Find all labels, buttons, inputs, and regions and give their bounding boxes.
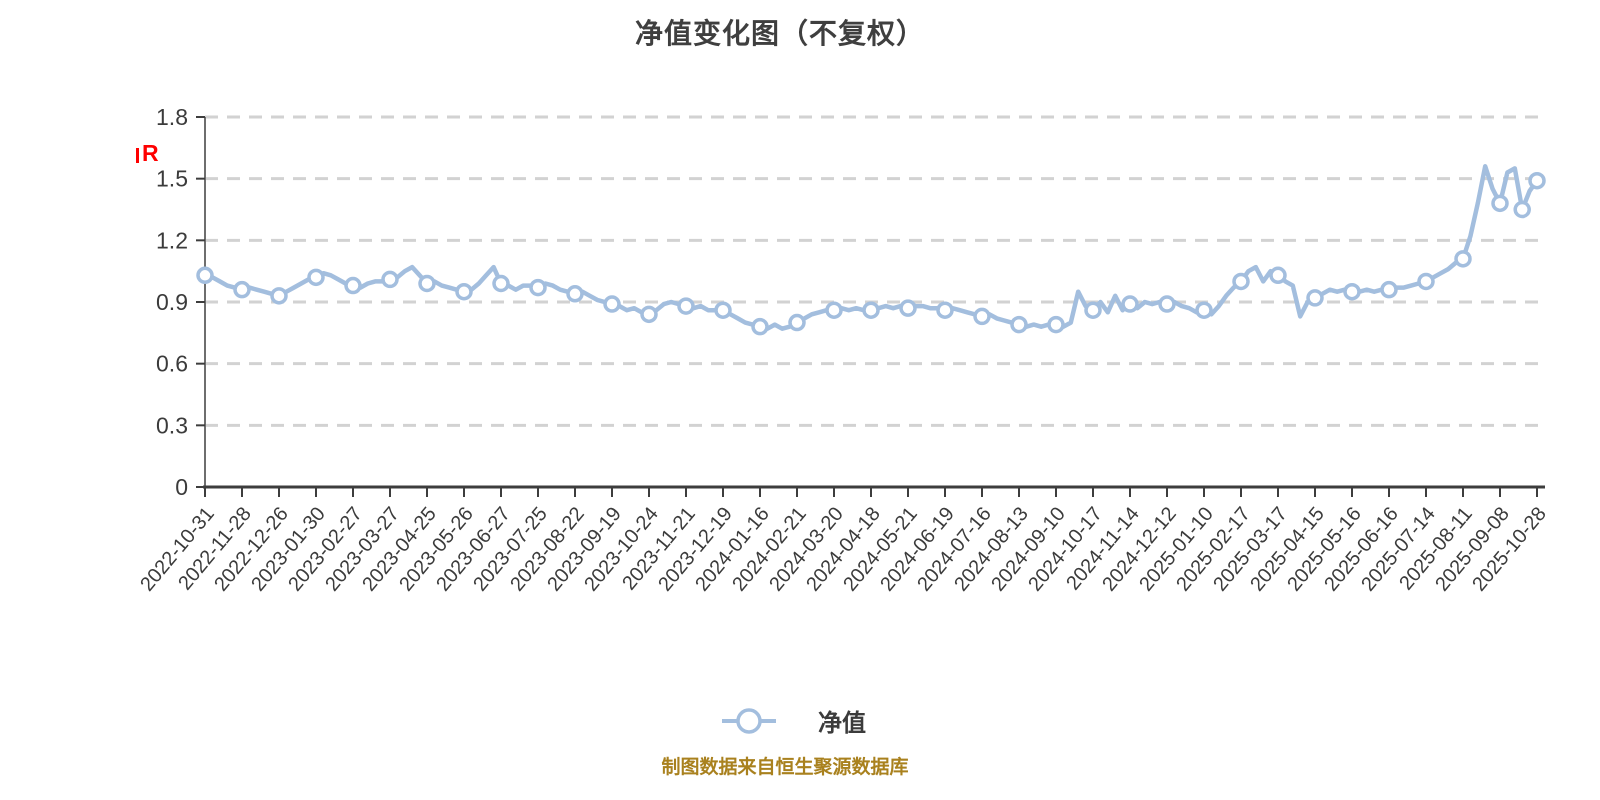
data-point-marker — [640, 305, 658, 324]
data-point-marker — [1528, 171, 1546, 190]
data-point-marker — [1269, 266, 1287, 285]
y-tick-label: 1.8 — [156, 104, 188, 130]
data-point-marker — [1158, 295, 1176, 313]
red-r-text: R — [142, 140, 159, 166]
data-point-marker — [788, 313, 806, 332]
data-point-marker — [270, 287, 288, 305]
data-point-marker — [1513, 200, 1531, 219]
data-point-marker — [714, 301, 732, 319]
data-point-marker — [677, 297, 695, 315]
y-tick-label: 0.6 — [156, 351, 188, 377]
y-axis-labels: 0 0.3 0.6 0.9 1.2 1.5 1.8 — [156, 104, 205, 500]
data-point-marker — [1380, 280, 1398, 299]
y-tick-label: 0.3 — [156, 412, 188, 438]
data-point-marker — [1047, 315, 1065, 334]
data-point-marker — [825, 301, 843, 319]
data-point-marker — [455, 282, 473, 301]
gridlines — [205, 115, 1545, 427]
data-point-marker — [233, 280, 251, 299]
y-tick-label: 0 — [175, 474, 188, 500]
data-point-marker — [418, 274, 436, 293]
data-point-marker — [566, 285, 584, 303]
data-point-marker — [899, 299, 917, 317]
x-axis-labels: 2022-10-312022-11-282022-12-262023-01-30… — [136, 487, 1551, 596]
legend: 净值 — [0, 703, 1560, 738]
red-bar-icon — [136, 148, 139, 163]
data-point-marker — [196, 266, 214, 285]
data-point-marker — [492, 274, 510, 293]
data-point-marker — [1232, 272, 1250, 291]
legend-label: 净值 — [818, 710, 866, 737]
data-point-marker — [1417, 272, 1435, 291]
data-point-marker — [1306, 289, 1324, 307]
data-point-marker — [1195, 301, 1213, 319]
chart-title: 净值变化图（不复权） — [634, 18, 925, 49]
y-tick-label: 1.5 — [156, 166, 188, 192]
y-tick-label: 1.2 — [156, 227, 188, 253]
red-r-annotation: R — [136, 142, 159, 165]
data-point-marker — [307, 268, 325, 287]
legend-line-marker-icon — [722, 707, 776, 734]
data-point-marker — [344, 276, 362, 295]
data-point-marker — [1010, 315, 1028, 334]
data-source-note: 制图数据来自恒生聚源数据库 — [661, 757, 909, 778]
series-markers — [196, 171, 1546, 336]
data-point-marker — [529, 278, 547, 297]
data-point-marker — [751, 317, 769, 336]
data-point-marker — [603, 295, 621, 313]
y-tick-label: 0.9 — [156, 289, 188, 315]
data-point-marker — [862, 301, 880, 319]
data-point-marker — [1121, 295, 1139, 313]
data-point-marker — [973, 307, 991, 326]
data-point-marker — [1491, 194, 1509, 213]
data-point-marker — [1454, 250, 1472, 268]
data-point-marker — [1084, 301, 1102, 319]
data-point-marker — [936, 301, 954, 319]
data-point-marker — [1343, 282, 1361, 301]
data-point-marker — [381, 270, 399, 289]
